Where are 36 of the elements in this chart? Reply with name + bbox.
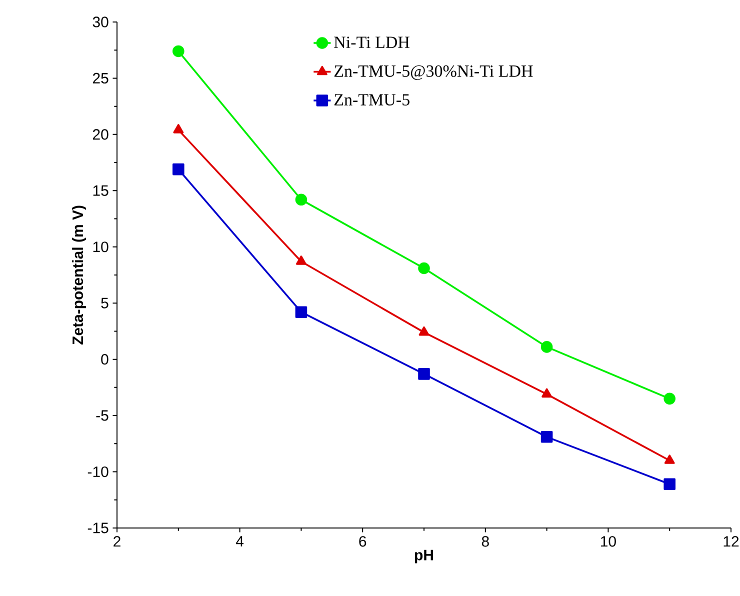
x-tick-label: 2	[114, 536, 120, 547]
y-tick-label: -5	[96, 410, 108, 421]
point	[296, 256, 306, 265]
point	[664, 454, 675, 464]
point	[418, 368, 430, 380]
x-tick-label: 6	[359, 536, 366, 547]
y-axis-title: Zeta-potential (m V)	[72, 206, 86, 345]
x-axis-title: pH	[414, 550, 433, 564]
y-tick-label: -10	[88, 466, 108, 478]
point	[295, 306, 308, 318]
x-tick-label: 8	[482, 536, 489, 547]
point	[418, 326, 430, 336]
point	[418, 262, 430, 274]
point	[540, 341, 553, 353]
legend-label: Zn-TMU-5	[334, 94, 410, 106]
y-tick-label: 15	[93, 185, 108, 196]
point	[172, 163, 184, 176]
y-tick-label: 5	[101, 298, 108, 308]
x-tick-label: 12	[724, 536, 739, 547]
legend-label: Zn-TMU-5@30%Ni-Ti LDH	[334, 65, 533, 80]
point	[295, 194, 308, 206]
point	[172, 45, 184, 58]
y-tick-label: 30	[92, 16, 108, 28]
x-tick-label: 10	[601, 536, 616, 547]
point	[540, 431, 553, 443]
y-tick-label: 0	[101, 354, 108, 365]
x-tick-label: 4	[236, 536, 244, 546]
legend-label: Ni-Ti LDH	[334, 36, 410, 48]
y-tick-label: -15	[88, 522, 108, 534]
point	[664, 478, 676, 490]
point	[542, 388, 552, 398]
y-tick-label: 25	[92, 72, 108, 84]
point	[664, 392, 676, 405]
y-tick-label: 10	[93, 242, 108, 252]
point	[173, 124, 184, 134]
y-tick-label: 20	[92, 129, 108, 140]
